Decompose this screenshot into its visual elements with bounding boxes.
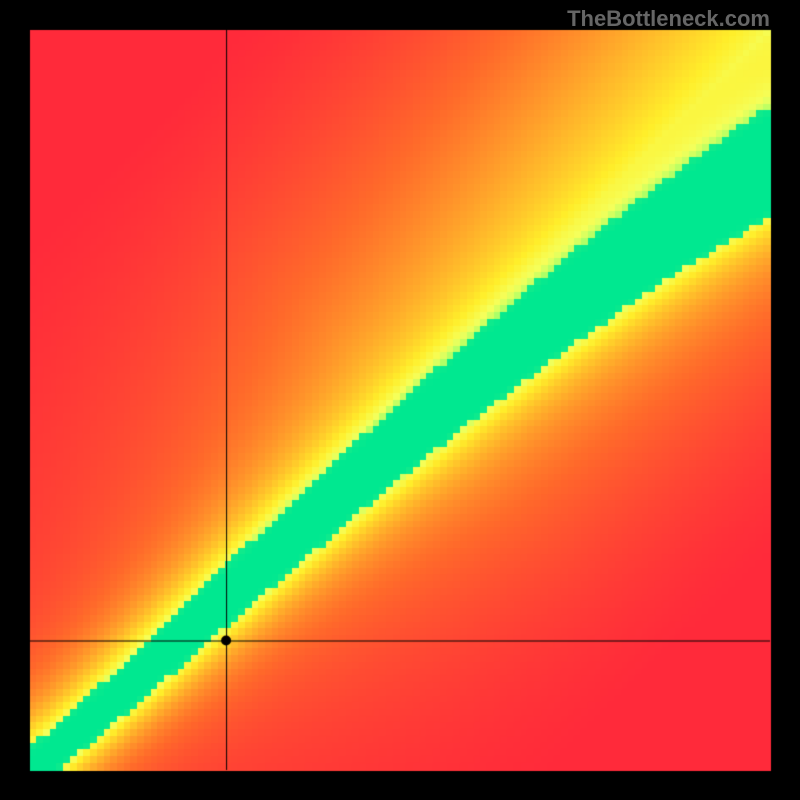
heatmap-canvas <box>0 0 800 800</box>
watermark-text: TheBottleneck.com <box>567 6 770 32</box>
